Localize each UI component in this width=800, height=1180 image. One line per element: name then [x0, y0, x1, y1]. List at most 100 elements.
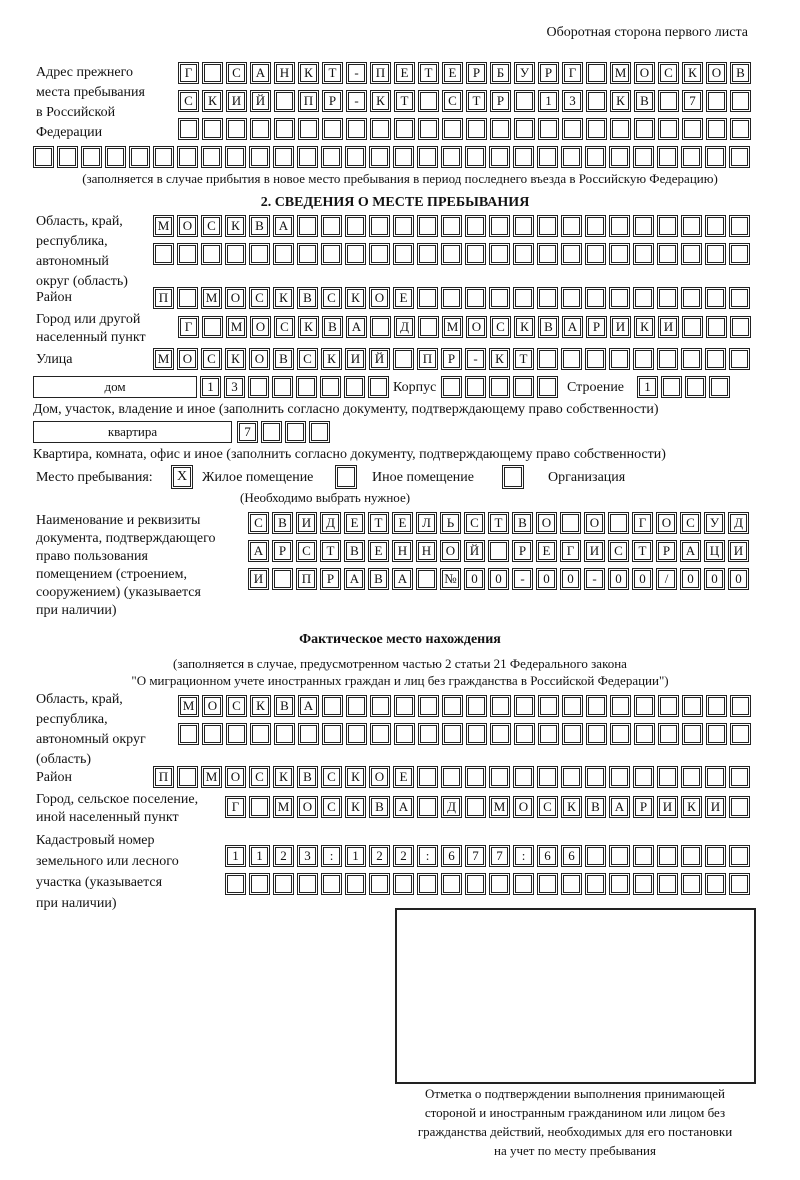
- char-cell[interactable]: [537, 766, 558, 788]
- char-cell[interactable]: [394, 723, 415, 745]
- char-cell[interactable]: П: [417, 348, 438, 370]
- char-cell[interactable]: О: [177, 348, 198, 370]
- char-cell[interactable]: [465, 146, 486, 168]
- char-cell[interactable]: Д: [728, 512, 749, 534]
- char-cell[interactable]: О: [177, 215, 198, 237]
- char-cell[interactable]: О: [369, 766, 390, 788]
- char-cell[interactable]: 3: [562, 90, 583, 112]
- char-cell[interactable]: [298, 723, 319, 745]
- char-cell[interactable]: К: [561, 796, 582, 818]
- char-cell[interactable]: [441, 376, 462, 398]
- char-cell[interactable]: К: [345, 766, 366, 788]
- char-cell[interactable]: Т: [513, 348, 534, 370]
- char-cell[interactable]: М: [273, 796, 294, 818]
- char-cell[interactable]: [586, 62, 607, 84]
- char-cell[interactable]: [729, 796, 750, 818]
- char-cell[interactable]: [442, 118, 463, 140]
- char-cell[interactable]: 7: [489, 845, 510, 867]
- char-cell[interactable]: [706, 695, 727, 717]
- char-cell[interactable]: О: [440, 540, 461, 562]
- char-cell[interactable]: [633, 873, 654, 895]
- char-cell[interactable]: К: [370, 90, 391, 112]
- char-cell[interactable]: В: [585, 796, 606, 818]
- char-cell[interactable]: [729, 243, 750, 265]
- char-cell[interactable]: [177, 146, 198, 168]
- char-cell[interactable]: Р: [633, 796, 654, 818]
- char-cell[interactable]: М: [201, 766, 222, 788]
- char-cell[interactable]: О: [249, 348, 270, 370]
- char-cell[interactable]: Р: [490, 90, 511, 112]
- char-cell[interactable]: Й: [369, 348, 390, 370]
- char-cell[interactable]: [465, 376, 486, 398]
- char-cell[interactable]: [418, 695, 439, 717]
- char-cell[interactable]: [153, 243, 174, 265]
- char-cell[interactable]: И: [657, 796, 678, 818]
- char-cell[interactable]: [561, 287, 582, 309]
- char-cell[interactable]: С: [226, 62, 247, 84]
- char-cell[interactable]: [682, 118, 703, 140]
- char-cell[interactable]: С: [274, 316, 295, 338]
- char-cell[interactable]: [513, 146, 534, 168]
- char-cell[interactable]: К: [345, 796, 366, 818]
- char-cell[interactable]: 0: [680, 568, 701, 590]
- char-cell[interactable]: 0: [632, 568, 653, 590]
- char-cell[interactable]: В: [344, 540, 365, 562]
- char-cell[interactable]: В: [249, 215, 270, 237]
- char-cell[interactable]: [585, 146, 606, 168]
- char-cell[interactable]: Р: [441, 348, 462, 370]
- char-cell[interactable]: [682, 723, 703, 745]
- char-cell[interactable]: Л: [416, 512, 437, 534]
- char-cell[interactable]: Е: [536, 540, 557, 562]
- char-cell[interactable]: Е: [393, 766, 414, 788]
- char-cell[interactable]: [561, 243, 582, 265]
- char-cell[interactable]: [657, 287, 678, 309]
- char-cell[interactable]: [561, 766, 582, 788]
- char-cell[interactable]: [370, 118, 391, 140]
- char-cell[interactable]: [609, 766, 630, 788]
- char-cell[interactable]: [441, 287, 462, 309]
- char-cell[interactable]: П: [153, 287, 174, 309]
- char-cell[interactable]: 1: [345, 845, 366, 867]
- char-cell[interactable]: 2: [393, 845, 414, 867]
- char-cell[interactable]: О: [656, 512, 677, 534]
- char-cell[interactable]: [610, 695, 631, 717]
- char-cell[interactable]: [538, 118, 559, 140]
- char-cell[interactable]: С: [201, 215, 222, 237]
- char-cell[interactable]: С: [608, 540, 629, 562]
- char-cell[interactable]: [346, 723, 367, 745]
- char-cell[interactable]: :: [513, 845, 534, 867]
- char-cell[interactable]: В: [272, 512, 293, 534]
- char-cell[interactable]: [417, 243, 438, 265]
- char-cell[interactable]: [418, 118, 439, 140]
- char-cell[interactable]: 0: [488, 568, 509, 590]
- char-cell[interactable]: [442, 695, 463, 717]
- char-cell[interactable]: [610, 723, 631, 745]
- char-cell[interactable]: К: [250, 695, 271, 717]
- char-cell[interactable]: [250, 723, 271, 745]
- char-cell[interactable]: М: [201, 287, 222, 309]
- char-cell[interactable]: [272, 568, 293, 590]
- char-cell[interactable]: [370, 695, 391, 717]
- char-cell[interactable]: [81, 146, 102, 168]
- char-cell[interactable]: [489, 873, 510, 895]
- char-cell[interactable]: Р: [466, 62, 487, 84]
- char-cell[interactable]: [490, 118, 511, 140]
- char-cell[interactable]: [658, 723, 679, 745]
- char-cell[interactable]: 1: [225, 845, 246, 867]
- char-cell[interactable]: [633, 348, 654, 370]
- char-cell[interactable]: К: [202, 90, 223, 112]
- char-cell[interactable]: [226, 723, 247, 745]
- char-cell[interactable]: [705, 243, 726, 265]
- char-cell[interactable]: М: [489, 796, 510, 818]
- char-cell[interactable]: С: [321, 287, 342, 309]
- char-cell[interactable]: [657, 348, 678, 370]
- char-cell[interactable]: [297, 146, 318, 168]
- char-cell[interactable]: К: [273, 287, 294, 309]
- char-cell[interactable]: [33, 146, 54, 168]
- char-cell[interactable]: [657, 243, 678, 265]
- char-cell[interactable]: [465, 796, 486, 818]
- char-cell[interactable]: [105, 146, 126, 168]
- char-cell[interactable]: О: [225, 766, 246, 788]
- char-cell[interactable]: 1: [538, 90, 559, 112]
- char-cell[interactable]: [709, 376, 730, 398]
